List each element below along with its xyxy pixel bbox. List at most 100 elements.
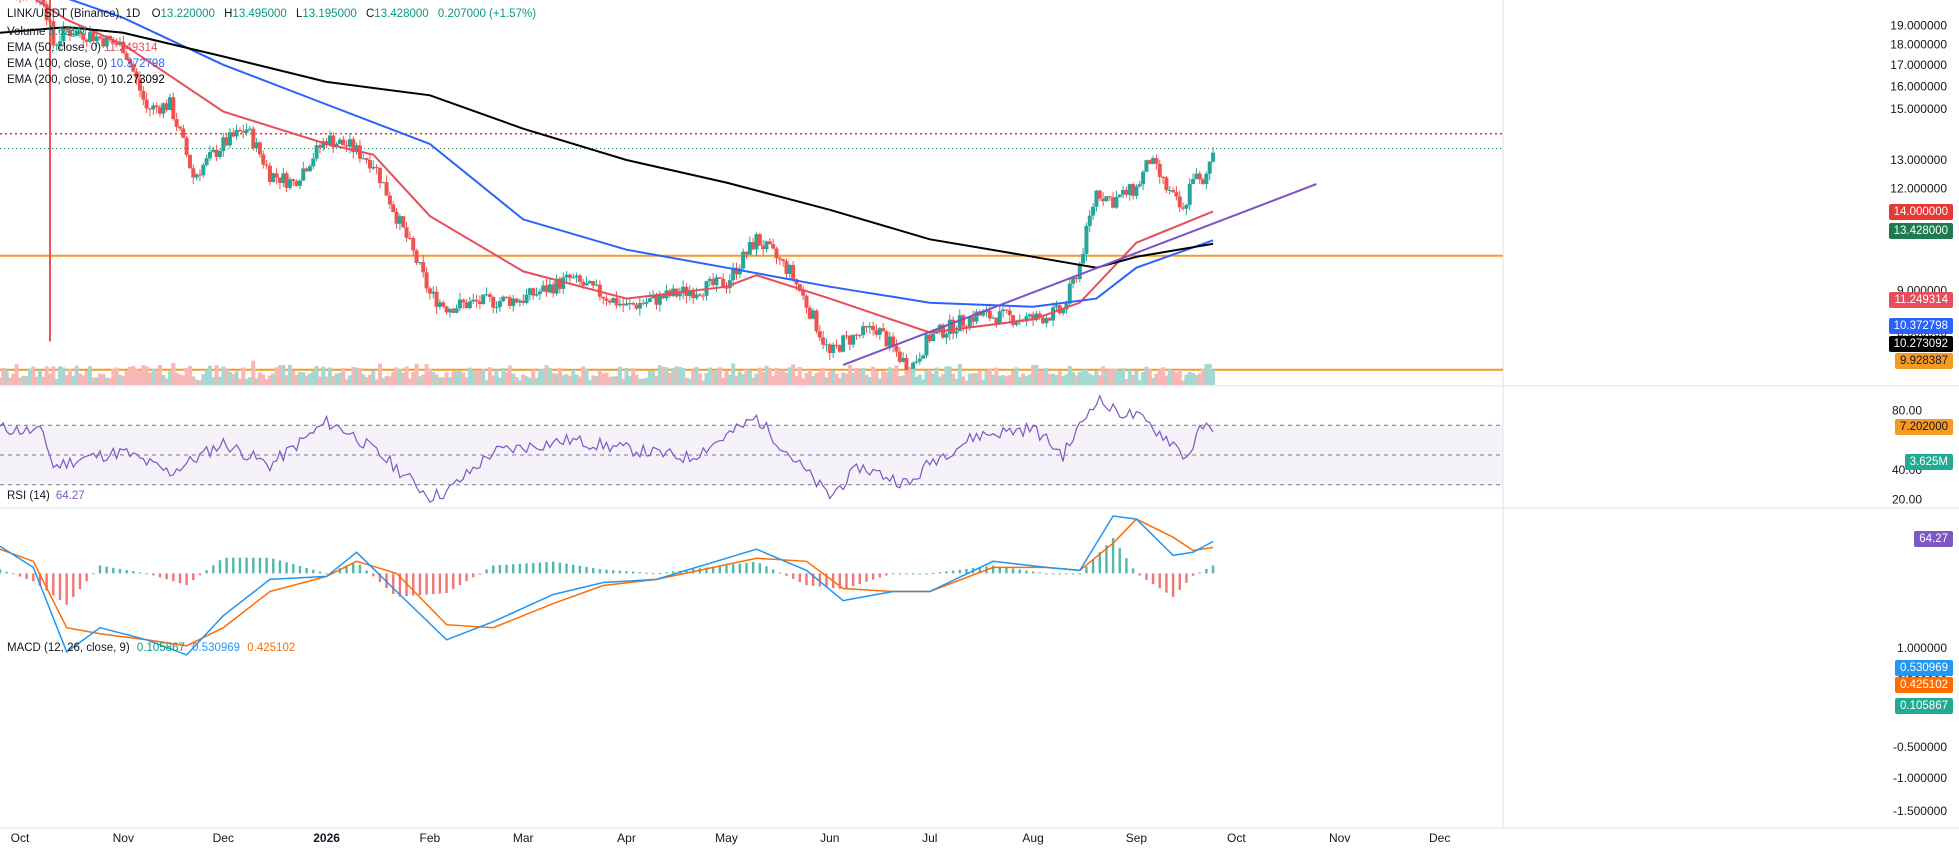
rsi-legend[interactable]: RSI (14) 64.27 [7, 488, 85, 504]
volume-bar [724, 371, 729, 385]
volume-bar [967, 373, 972, 385]
candle-body [431, 291, 436, 294]
volume-bar [1154, 373, 1159, 385]
volume-bar [454, 371, 459, 385]
volume-bar [701, 380, 706, 385]
candle-body [1044, 317, 1049, 324]
candle-body [734, 267, 739, 275]
volume-bar [1004, 376, 1009, 385]
macd-histogram-bar [125, 570, 128, 574]
candle-body [467, 301, 472, 309]
volume-bar [554, 373, 559, 385]
volume-bar [707, 367, 712, 385]
macd-histogram-bar [192, 573, 195, 581]
candle-body [551, 284, 556, 294]
volume-bar [11, 373, 16, 385]
macd-badge: 0.530969 [1895, 660, 1953, 676]
macd-histogram-bar [152, 573, 155, 576]
volume-bar [404, 366, 409, 385]
candle-body [1191, 179, 1196, 184]
candle-body [904, 357, 909, 373]
macd-histogram-bar [878, 573, 882, 578]
candle-body [791, 264, 796, 280]
volume-bar [954, 378, 959, 385]
macd-histogram-bar [611, 570, 615, 574]
candle-body [677, 293, 682, 297]
ema100-legend[interactable]: EMA (100, close, 0) 10.372798 [7, 56, 165, 72]
volume-bar [67, 368, 72, 385]
volume-bar [887, 367, 892, 385]
macd-legend[interactable]: MACD (12, 26, close, 9) 0.105867 0.53096… [7, 640, 295, 656]
macd-signal-line [0, 518, 1214, 647]
volume-bar [417, 376, 422, 385]
candle-body [177, 126, 182, 129]
time-axis-label: 2026 [313, 831, 340, 845]
volume-bar [1204, 363, 1209, 385]
macd-histogram-bar [158, 573, 162, 578]
macd-axis-label: -1.000000 [1893, 771, 1947, 785]
candle-body [697, 294, 702, 296]
macd-histogram-bar [1091, 559, 1095, 574]
volume-bar [851, 372, 856, 385]
candle-body [867, 325, 872, 328]
volume-bar [614, 376, 619, 385]
volume-bar [1144, 366, 1149, 385]
candle-body [1137, 184, 1142, 187]
volume-bar [394, 367, 399, 385]
volume-bar [101, 374, 106, 385]
volume-bar [57, 366, 62, 385]
macd-histogram-bar [345, 565, 348, 574]
candle-body [611, 298, 616, 303]
volume-bar [564, 374, 569, 385]
candle-body [731, 267, 736, 281]
macd-histogram-bar [232, 557, 235, 574]
volume-bar [481, 368, 486, 385]
volume-bar [591, 375, 596, 385]
candle-body [54, 44, 59, 46]
symbol-label[interactable]: LINK/USDT (Binance), 1D [7, 8, 141, 20]
candle-body [1114, 196, 1119, 208]
volume-bar [361, 374, 366, 385]
macd-histogram-bar [1098, 552, 1101, 574]
volume-bar [897, 376, 902, 385]
candle-body [1031, 314, 1036, 321]
volume-bar [97, 373, 102, 385]
candle-body [314, 145, 319, 159]
rsi-axis-label: 20.00 [1892, 493, 1922, 507]
macd-histogram-bar [465, 573, 468, 582]
volume-bar [401, 372, 406, 385]
candle-body [257, 142, 262, 155]
volume-bar [981, 379, 986, 385]
volume-bar [1207, 363, 1212, 385]
volume-bar [854, 368, 859, 385]
volume-bar [107, 378, 112, 385]
candle-body [251, 128, 256, 149]
volume-bar [1037, 371, 1042, 385]
candle-body [234, 129, 239, 137]
macd-histogram-bar [225, 557, 228, 574]
volume-bar [927, 369, 932, 385]
volume-bar [1044, 367, 1049, 385]
candle-body [564, 274, 569, 278]
candle-body [901, 357, 906, 362]
candle-body [727, 280, 732, 289]
candle-body [721, 278, 726, 288]
ema50-legend[interactable]: EMA (50, close, 0) 11.249314 [7, 40, 157, 56]
candle-body [831, 344, 836, 353]
volume-bar [711, 370, 716, 385]
volume-bar [721, 377, 726, 385]
macd-histogram-bar [1165, 573, 1168, 593]
candle-body [1151, 158, 1156, 164]
volume-bar [1104, 370, 1109, 385]
ema200-legend[interactable]: EMA (200, close, 0) 10.273092 [7, 72, 165, 88]
volume-bar [217, 376, 222, 385]
volume-bar [691, 369, 696, 385]
candle-body [827, 344, 832, 353]
high-label: H [224, 8, 233, 20]
volume-legend[interactable]: Volume 3.625M [7, 24, 87, 40]
volume-bar [131, 365, 136, 385]
candle-body [247, 128, 252, 130]
volume-bar [601, 373, 606, 385]
